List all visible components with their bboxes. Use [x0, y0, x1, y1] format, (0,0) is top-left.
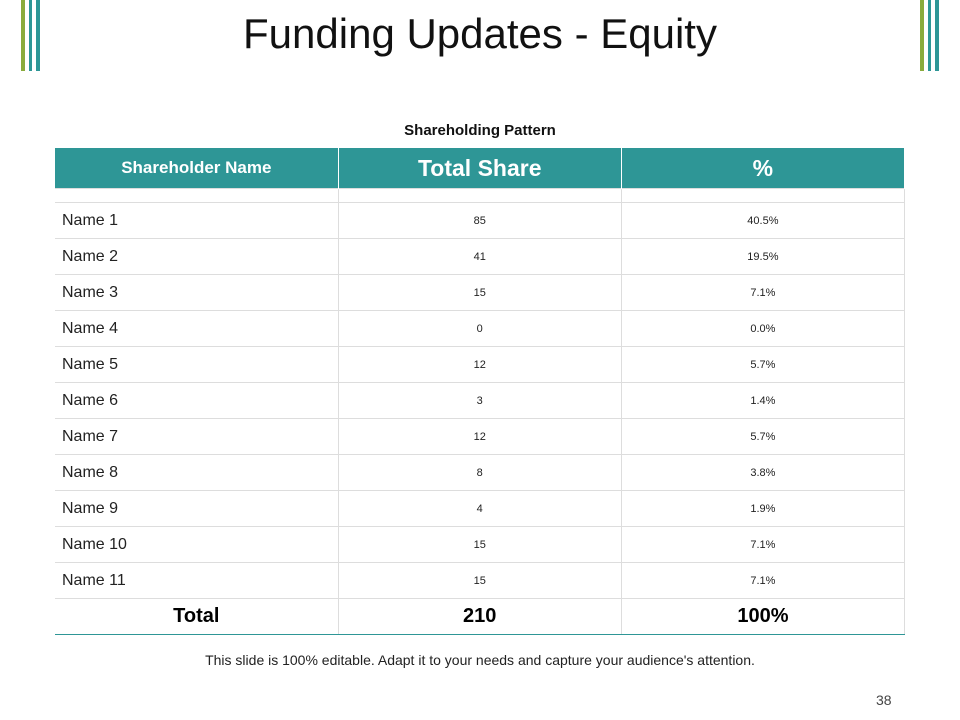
- table: Shareholder Name Total Share % Name 1 85 4…: [55, 148, 906, 635]
- decor-bar: [935, 0, 939, 71]
- cell: 4: [338, 490, 622, 527]
- table-row: Name 10 15 7.1%: [55, 526, 906, 563]
- row-label: Name 5: [55, 346, 339, 383]
- column-header: Shareholder Name: [55, 148, 339, 189]
- cell: 85: [338, 202, 622, 239]
- cell: 5.7%: [621, 346, 906, 383]
- cell: 40.5%: [621, 202, 906, 239]
- row-label: Name 2: [55, 238, 339, 275]
- row-label: Name 7: [55, 418, 339, 455]
- row-label: Name 1: [55, 202, 339, 239]
- cell: 100%: [621, 598, 906, 635]
- cell: 7.1%: [621, 526, 906, 563]
- spacer-row: [55, 188, 906, 203]
- cell: 15: [338, 526, 622, 563]
- table-caption: Shareholding Pattern: [404, 122, 556, 139]
- row-label: Name 4: [55, 310, 339, 347]
- table-row: Name 5 12 5.7%: [55, 346, 906, 383]
- decor-bar: [36, 0, 40, 71]
- table-row: Name 8 8 3.8%: [55, 454, 906, 491]
- cell: 3.8%: [621, 454, 906, 491]
- cell: 0.0%: [621, 310, 906, 347]
- cell: 15: [338, 562, 622, 599]
- row-label: Name 10: [55, 526, 339, 563]
- table-row: Name 4 0 0.0%: [55, 310, 906, 347]
- cell: 7.1%: [621, 562, 906, 599]
- cell: 15: [338, 274, 622, 311]
- title: Funding Updates - Equity: [243, 10, 717, 57]
- decor-bar: [29, 0, 32, 71]
- cell: 0: [338, 310, 622, 347]
- decor-bar: [920, 0, 924, 71]
- cell: 3: [338, 382, 622, 419]
- cell: 1.9%: [621, 490, 906, 527]
- table-row: Name 2 41 19.5%: [55, 238, 906, 275]
- table-row: Name 3 15 7.1%: [55, 274, 906, 311]
- row-label: Name 3: [55, 274, 339, 311]
- table-row: Name 1 85 40.5%: [55, 202, 906, 239]
- cell: 5.7%: [621, 418, 906, 455]
- cell: 41: [338, 238, 622, 275]
- cell: 1.4%: [621, 382, 906, 419]
- table-row: Name 11 15 7.1%: [55, 562, 906, 599]
- row-label: Name 9: [55, 490, 339, 527]
- table-row: Name 6 3 1.4%: [55, 382, 906, 419]
- cell: 210: [338, 598, 622, 635]
- column-header: %: [621, 148, 906, 189]
- row-label: Name 8: [55, 454, 339, 491]
- cell: 8: [338, 454, 622, 491]
- table-row: Name 7 12 5.7%: [55, 418, 906, 455]
- cell: 7.1%: [621, 274, 906, 311]
- decor-bar: [928, 0, 931, 71]
- decor-bar: [21, 0, 25, 71]
- row-label: Total: [55, 598, 339, 635]
- footer-note: This slide is 100% editable. Adapt it to…: [205, 652, 755, 668]
- total-row: Total 210 100%: [55, 598, 906, 635]
- column-header: Total Share: [338, 148, 622, 189]
- table-body: Name 1 85 40.5% Name 2 41 19.5% Name 3 15 7.1% Na…: [55, 188, 906, 635]
- cell: 19.5%: [621, 238, 906, 275]
- cell: 12: [338, 346, 622, 383]
- row-label: Name 11: [55, 562, 339, 599]
- page-number: 38: [876, 692, 892, 708]
- table-row: Name 9 4 1.9%: [55, 490, 906, 527]
- cell: 12: [338, 418, 622, 455]
- row-label: Name 6: [55, 382, 339, 419]
